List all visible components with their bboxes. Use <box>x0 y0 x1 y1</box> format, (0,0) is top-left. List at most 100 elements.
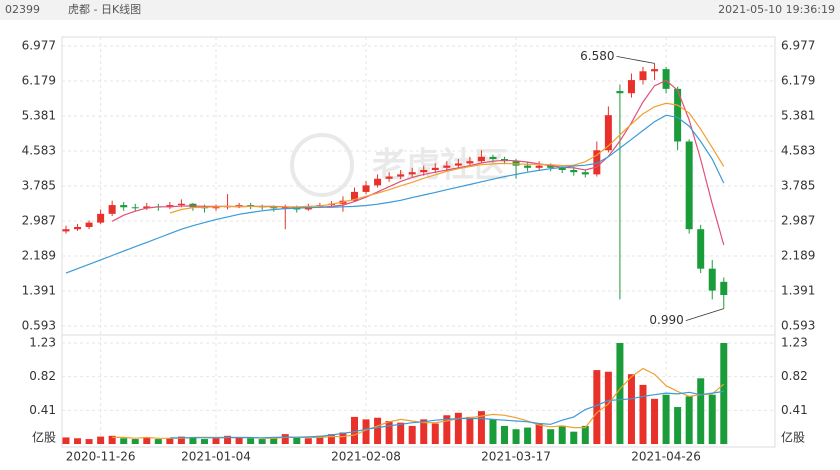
volume-bar <box>720 343 728 444</box>
volume-bar <box>270 438 278 444</box>
candle-body <box>627 80 635 94</box>
y-tick-label: 6.977 <box>22 39 56 53</box>
candle-body <box>685 141 693 230</box>
chart-name: 虎都 - 日K线图 <box>68 2 141 16</box>
volume-bar <box>674 407 682 444</box>
watermark-text: 老虎社区 <box>372 146 508 186</box>
volume-bar <box>304 438 312 444</box>
volume-bar <box>108 435 116 444</box>
y-tick-label-right: 2.987 <box>781 214 815 228</box>
volume-bar <box>558 425 566 444</box>
volume-bar <box>293 437 301 444</box>
candle-body <box>351 191 358 201</box>
volume-bar <box>685 396 693 444</box>
candle-body <box>62 229 70 232</box>
y-tick-label: 0.593 <box>22 319 56 333</box>
x-tick-label: 2020-11-26 <box>66 450 136 464</box>
volume-bar <box>200 439 208 444</box>
candle-body <box>524 165 532 168</box>
volume-bar <box>166 438 174 444</box>
volume-bar <box>339 432 347 444</box>
volume-bar <box>593 370 601 444</box>
y-tick-label-right: 3.785 <box>781 179 815 193</box>
x-tick-label: 2021-02-08 <box>331 450 401 464</box>
stock-code: 02399 <box>5 3 40 16</box>
volume-bar <box>639 384 647 444</box>
candle-body <box>593 150 601 175</box>
candle-body <box>639 71 647 81</box>
candle-body <box>408 172 416 175</box>
watermark: 老虎社区 <box>290 133 508 197</box>
y-tick-label: 5.381 <box>22 109 56 123</box>
candle-body <box>558 167 566 170</box>
volume-bar <box>189 437 197 444</box>
volume-unit: 亿股 <box>32 430 56 445</box>
volume-bar <box>177 436 185 444</box>
volume-tick-label-right: 1.23 <box>781 336 808 350</box>
volume-bar <box>489 419 497 444</box>
y-tick-label-right: 1.391 <box>781 284 815 298</box>
y-tick-label: 6.179 <box>22 74 56 88</box>
candle-body <box>708 268 716 291</box>
y-tick-label-right: 4.583 <box>781 144 815 158</box>
candle-body <box>466 161 474 164</box>
volume-bar <box>385 421 393 444</box>
volume-bar <box>501 425 509 444</box>
candle-body <box>420 169 428 173</box>
candle-body <box>489 156 497 160</box>
y-tick-label: 1.391 <box>22 284 56 298</box>
candle-body <box>385 176 393 179</box>
volume-bar <box>662 394 670 444</box>
volume-bar <box>708 394 716 444</box>
candle-body <box>108 205 116 214</box>
candle-body <box>651 69 659 72</box>
candle-body <box>143 206 151 209</box>
watermark-logo <box>290 133 354 197</box>
volume-bar <box>351 416 358 444</box>
volume-tick-label: 0.82 <box>29 369 56 383</box>
volume-bar <box>258 439 266 444</box>
volume-bar <box>74 438 82 444</box>
candle-body <box>720 281 728 295</box>
plot-frame <box>61 36 776 448</box>
candle-body <box>362 185 370 192</box>
volume-bar <box>443 415 451 444</box>
y-tick-label: 2.189 <box>22 249 56 263</box>
candle-body <box>581 172 589 175</box>
candle-body <box>477 156 485 162</box>
volume-bar <box>431 423 439 444</box>
annotation-label: 6.580 <box>580 49 614 63</box>
candle-body <box>177 203 185 206</box>
volume-bar <box>420 419 428 444</box>
candle-body <box>166 205 174 208</box>
candle-body <box>74 227 82 230</box>
volume-bar <box>154 439 162 444</box>
candle-body <box>270 207 278 209</box>
candle-body <box>697 229 705 269</box>
volume-bar <box>362 419 370 444</box>
annotation-leader <box>616 56 655 64</box>
volume-bar <box>547 429 555 444</box>
volume-bar <box>477 411 485 444</box>
volume-bar <box>85 439 93 444</box>
candle-body <box>247 205 255 207</box>
volume-bar <box>316 435 324 444</box>
volume-bar <box>120 438 128 444</box>
annotation-label: 0.990 <box>649 313 683 327</box>
ma-line <box>169 102 725 214</box>
volume-bar <box>235 437 243 444</box>
candle-body <box>604 115 612 151</box>
y-tick-label-right: 5.381 <box>781 109 815 123</box>
x-tick-label: 2021-01-04 <box>181 450 251 464</box>
timestamp: 2021-05-10 19:36:19 <box>718 3 835 16</box>
volume-tick-label: 0.41 <box>29 403 56 417</box>
volume-tick-label-right: 0.82 <box>781 369 808 383</box>
candle-body <box>674 88 682 142</box>
x-tick-label: 2021-03-17 <box>481 450 551 464</box>
ma-line <box>65 114 725 274</box>
volume-bar <box>454 412 462 444</box>
volume-bar <box>62 437 70 444</box>
volume-bar <box>224 435 232 444</box>
candle-body <box>616 91 624 94</box>
